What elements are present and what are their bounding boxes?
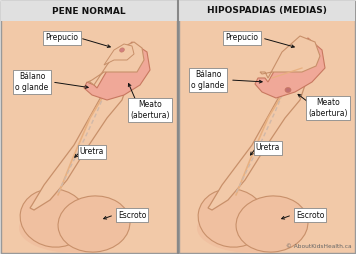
Ellipse shape [283, 49, 307, 68]
Text: Prepucio: Prepucio [225, 34, 258, 42]
Ellipse shape [19, 203, 129, 253]
Ellipse shape [236, 196, 308, 252]
Text: Prepucio: Prepucio [46, 34, 79, 42]
Text: Uretra: Uretra [80, 148, 104, 156]
Text: Escroto: Escroto [296, 211, 324, 219]
Text: Meato
(abertura): Meato (abertura) [308, 98, 348, 118]
Ellipse shape [198, 189, 266, 247]
Ellipse shape [58, 196, 130, 252]
Polygon shape [84, 42, 150, 100]
Text: © AboutKidsHealth.ca: © AboutKidsHealth.ca [286, 244, 352, 249]
Text: HIPOSPADIAS (MEDIAS): HIPOSPADIAS (MEDIAS) [207, 7, 327, 15]
Ellipse shape [112, 54, 132, 71]
Polygon shape [104, 44, 134, 65]
Text: Uretra: Uretra [256, 144, 280, 152]
Text: Bálano
o glande: Bálano o glande [15, 72, 49, 92]
Polygon shape [30, 68, 127, 210]
Ellipse shape [285, 87, 291, 92]
FancyBboxPatch shape [179, 1, 355, 21]
Ellipse shape [120, 48, 124, 52]
Polygon shape [255, 38, 325, 98]
Text: Escroto: Escroto [118, 211, 146, 219]
Text: PENE NORMAL: PENE NORMAL [52, 7, 126, 15]
Polygon shape [208, 68, 305, 210]
FancyBboxPatch shape [179, 1, 355, 253]
Polygon shape [88, 42, 144, 85]
Ellipse shape [197, 203, 307, 253]
Text: Meato
(abertura): Meato (abertura) [130, 100, 170, 120]
Ellipse shape [20, 189, 88, 247]
FancyBboxPatch shape [1, 1, 177, 21]
FancyBboxPatch shape [1, 1, 177, 253]
Text: Bálano
o glande: Bálano o glande [192, 70, 225, 90]
Polygon shape [260, 36, 320, 78]
